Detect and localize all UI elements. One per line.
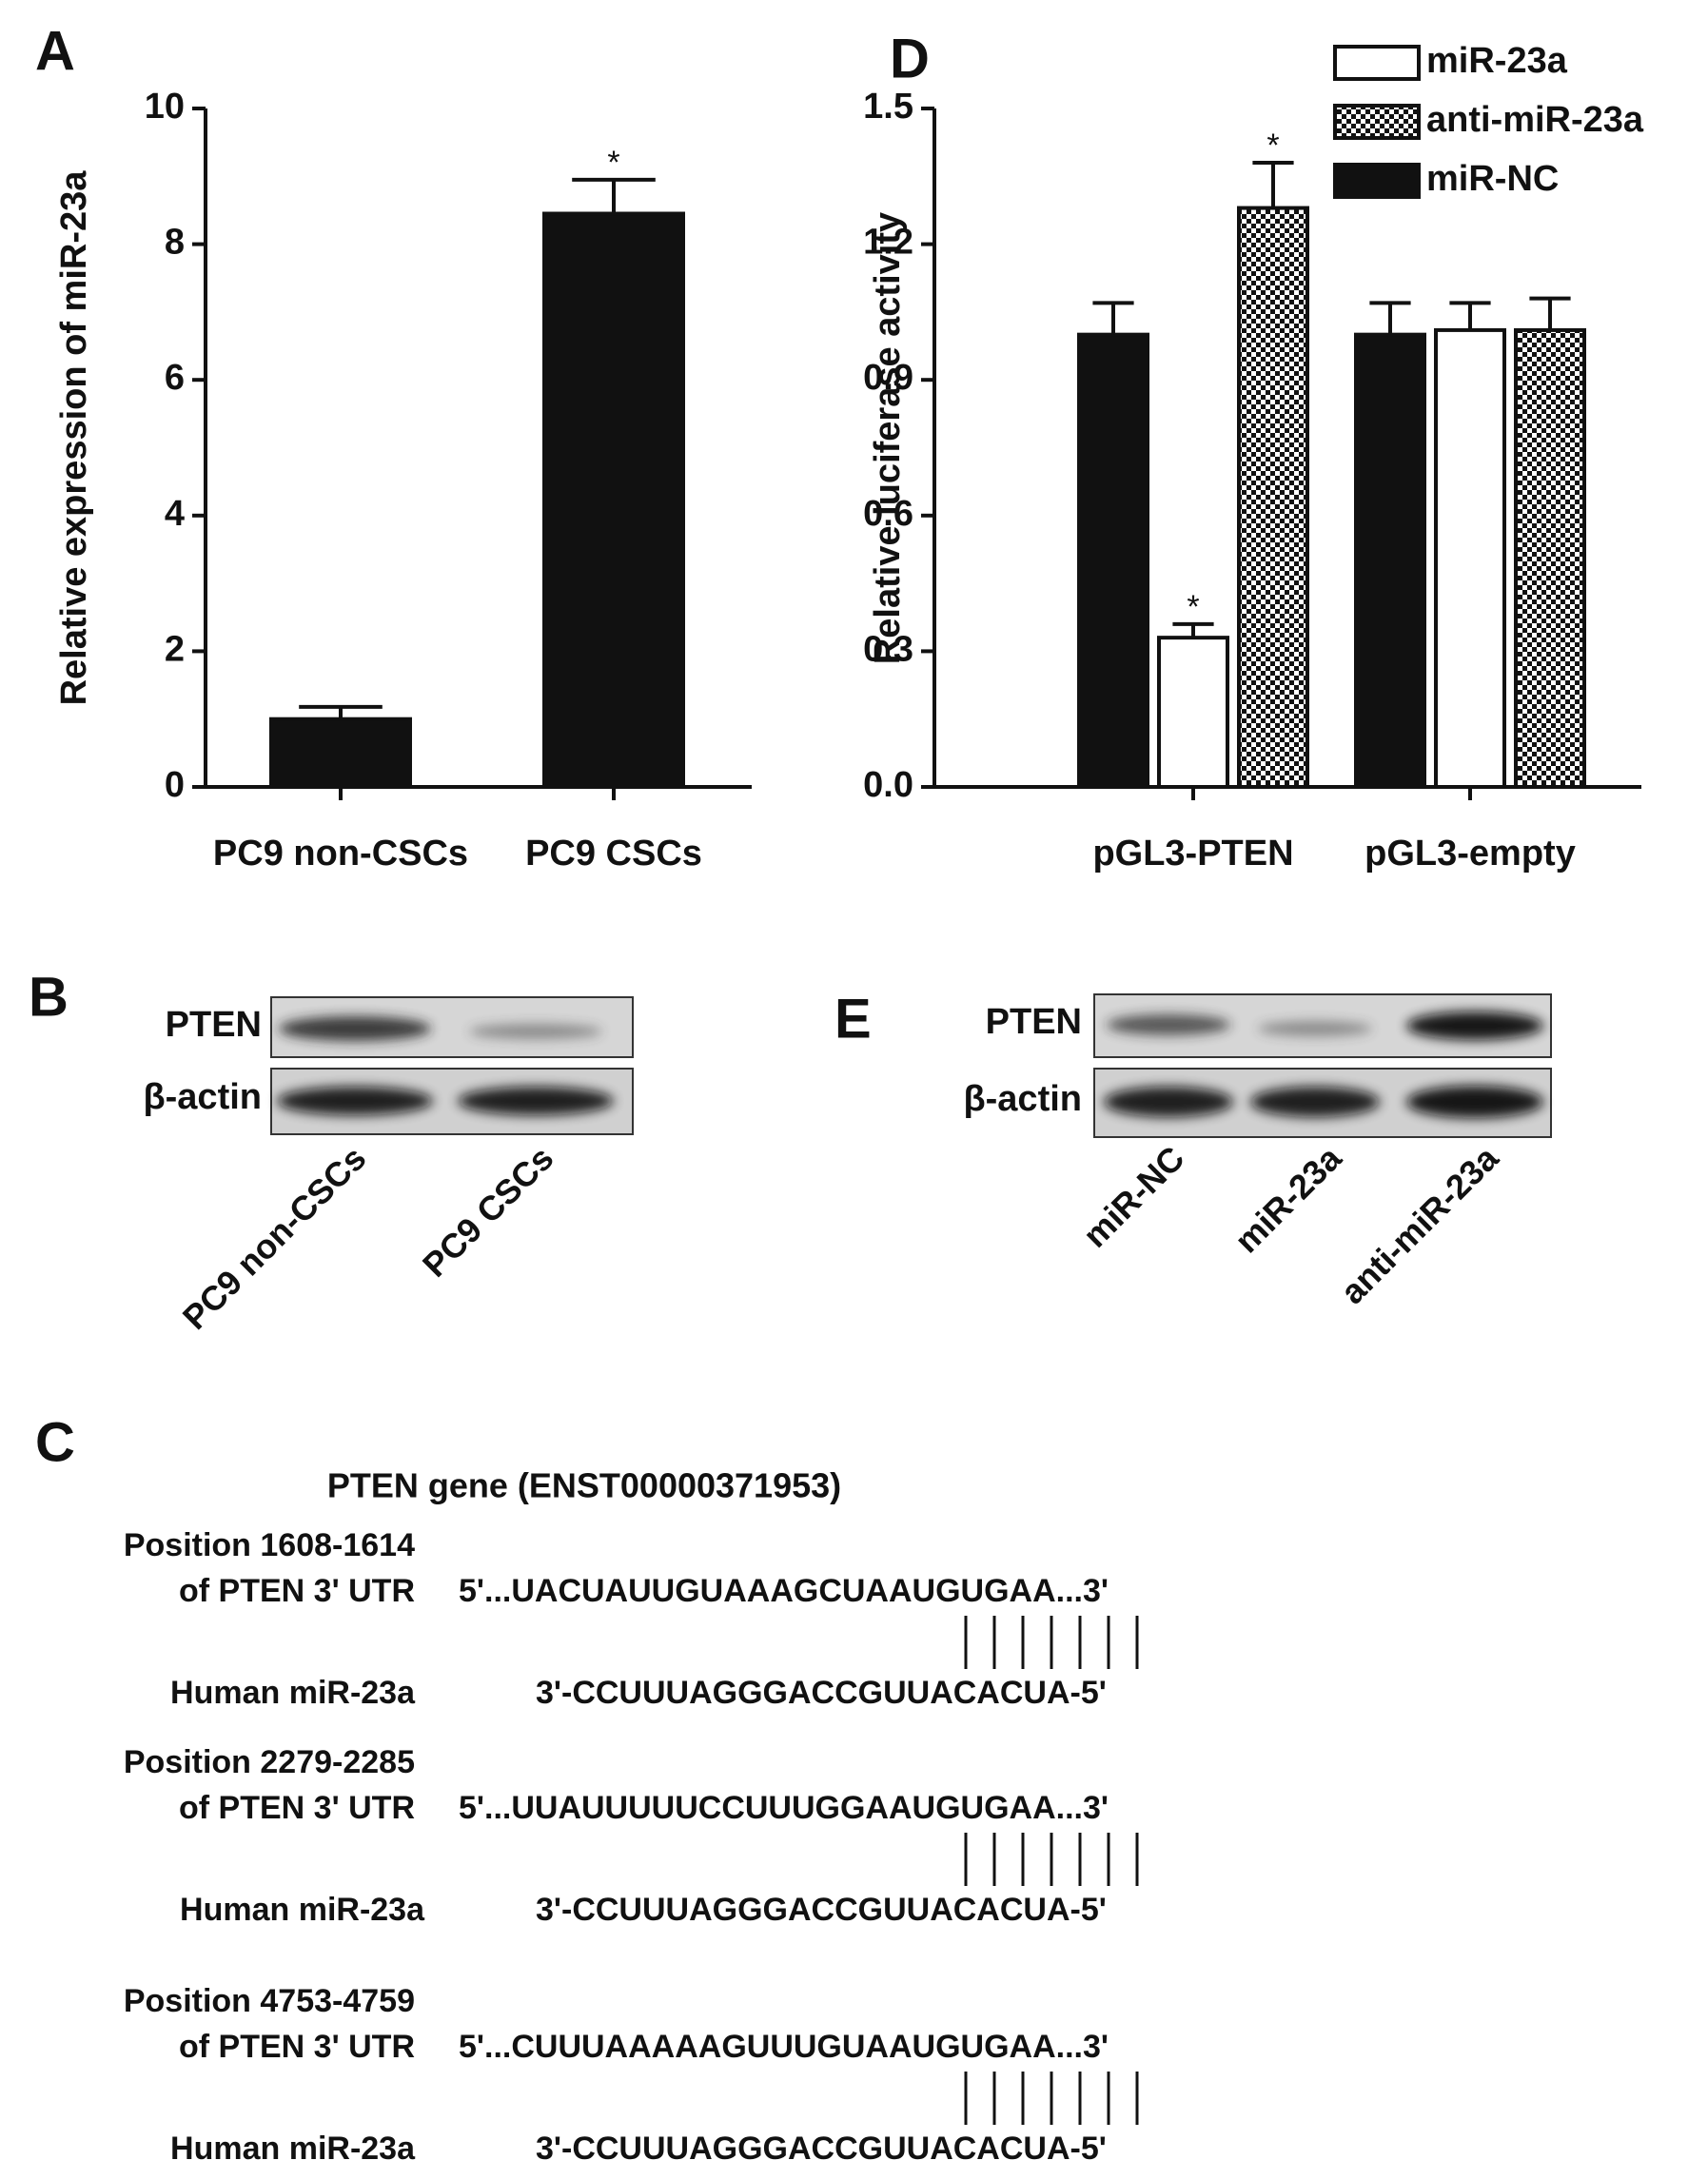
- y-tick-label: 1.5: [863, 87, 913, 127]
- bar: [269, 717, 412, 790]
- legend-swatch: [1333, 45, 1421, 81]
- y-tick-label: 0.0: [863, 765, 913, 805]
- bar: [542, 211, 685, 789]
- legend-label: miR-23a: [1426, 41, 1568, 81]
- blot-lane-label: PC9 non-CSCs: [175, 1138, 374, 1337]
- y-tick-label: 6: [165, 358, 185, 398]
- x-tick-label: pGL3-PTEN: [1092, 834, 1293, 874]
- panel-label: C: [35, 1411, 75, 1473]
- blot-lane-label: anti-miR-23a: [1333, 1138, 1506, 1311]
- legend-label: anti-miR-23a: [1426, 100, 1644, 140]
- significance-marker: *: [1187, 589, 1199, 625]
- bar: [1434, 327, 1506, 789]
- y-tick-label: 1.2: [863, 223, 913, 263]
- position-label: Position 1608-1614: [124, 1527, 415, 1563]
- y-tick-label: 0.9: [863, 358, 913, 398]
- legend-label: miR-NC: [1426, 159, 1559, 199]
- mirna-label: Human miR-23a: [170, 2131, 416, 2167]
- region-label: of PTEN 3' UTR: [179, 1573, 415, 1609]
- alignment-title: PTEN gene (ENST00000371953): [327, 1466, 841, 1505]
- blot-lane-label: miR-23a: [1227, 1138, 1349, 1261]
- position-label: Position 4753-4759: [124, 1983, 415, 2019]
- target-sequence: 5'...UUAUUUUUCCUUUGGAAUGUGAA...3': [459, 1790, 1109, 1826]
- region-label: of PTEN 3' UTR: [179, 1790, 415, 1826]
- x-tick-label: PC9 non-CSCs: [213, 834, 468, 874]
- mirna-sequence: 3'-CCUUUAGGGACCGUUACACUA-5': [536, 2131, 1107, 2167]
- blot-image: [1093, 993, 1552, 1138]
- blot-row-label: β-actin: [143, 1077, 262, 1117]
- blot-lane-label: PC9 CSCs: [415, 1138, 560, 1284]
- region-label: of PTEN 3' UTR: [179, 2029, 415, 2065]
- y-tick-label: 0.3: [863, 629, 913, 669]
- mirna-label: Human miR-23a: [170, 1675, 416, 1711]
- panel-label: E: [834, 988, 872, 1050]
- bar: [1514, 327, 1586, 789]
- y-tick-label: 8: [165, 223, 185, 263]
- position-label: Position 2279-2285: [124, 1744, 415, 1780]
- mirna-sequence: 3'-CCUUUAGGGACCGUUACACUA-5': [536, 1892, 1107, 1928]
- panel-label: B: [29, 966, 69, 1028]
- bar: [1237, 206, 1309, 790]
- y-tick-label: 0.6: [863, 494, 913, 534]
- bar: [1157, 636, 1229, 790]
- bar: [1077, 332, 1149, 789]
- blot-row-label: PTEN: [166, 1005, 262, 1045]
- significance-marker: *: [607, 145, 619, 181]
- y-tick-label: 10: [145, 87, 185, 127]
- bar: [1354, 332, 1426, 789]
- y-tick-label: 2: [165, 629, 185, 669]
- blot-row-label: PTEN: [986, 1002, 1082, 1042]
- y-axis-label: Relative expression of miR-23a: [54, 170, 94, 706]
- target-sequence: 5'...CUUUAAAAAGUUUGUAAUGUGAA...3': [459, 2029, 1109, 2065]
- significance-marker: *: [1266, 128, 1279, 164]
- panel-label: D: [890, 28, 930, 89]
- y-tick-label: 0: [165, 765, 185, 805]
- mirna-sequence: 3'-CCUUUAGGGACCGUUACACUA-5': [536, 1675, 1107, 1711]
- x-tick-label: PC9 CSCs: [525, 834, 702, 874]
- blot-image: [270, 996, 634, 1135]
- blot-row-label: β-actin: [963, 1079, 1082, 1119]
- target-sequence: 5'...UACUAUUGUAAAGCUAAUGUGAA...3': [459, 1573, 1109, 1609]
- legend-swatch: [1333, 163, 1421, 199]
- y-tick-label: 4: [165, 494, 185, 534]
- mirna-label: Human miR-23a: [180, 1892, 425, 1928]
- y-axis-label: Relative luciferase activity: [868, 212, 908, 664]
- x-tick-label: pGL3-empty: [1364, 834, 1576, 874]
- panel-label: A: [35, 20, 75, 82]
- legend-swatch: [1333, 104, 1421, 140]
- blot-lane-label: miR-NC: [1075, 1138, 1191, 1254]
